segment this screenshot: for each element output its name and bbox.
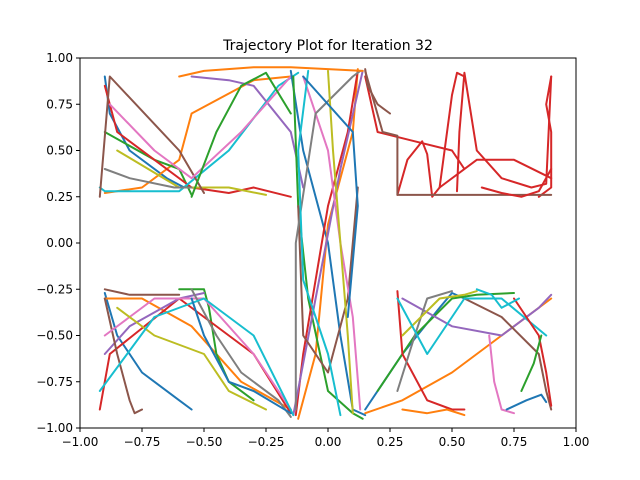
y-tick-label: 0.00 (46, 236, 73, 250)
y-tick-label: −0.25 (36, 282, 73, 296)
y-tick-label: 0.50 (46, 144, 73, 158)
trajectory-line-20 (297, 69, 342, 417)
trajectory-line-42 (103, 288, 181, 296)
trajectory-line-31 (103, 292, 193, 411)
x-tick-label: −0.50 (186, 435, 223, 449)
trajectory-line-35 (103, 292, 205, 355)
trajectory-line-2 (103, 75, 292, 194)
trajectory-line-23 (190, 71, 292, 198)
trajectory-line-57 (475, 288, 520, 309)
y-tick-label: −0.50 (36, 329, 73, 343)
trajectory-line-30 (364, 68, 391, 115)
trajectory-line-25 (396, 71, 466, 198)
series-layer (98, 66, 553, 420)
x-tick-label: −0.25 (248, 435, 285, 449)
trajectory-line-46 (396, 290, 466, 411)
trajectory-line-29 (480, 168, 553, 198)
x-tick-label: −0.75 (124, 435, 161, 449)
trajectory-line-41 (190, 297, 292, 415)
x-tick-label: 1.00 (563, 435, 590, 449)
trajectory-line-16 (297, 186, 359, 374)
y-tick-label: −1.00 (36, 421, 73, 435)
trajectory-line-5 (98, 71, 300, 193)
trajectory-line-18 (294, 69, 362, 411)
x-tick-label: 0.50 (439, 435, 466, 449)
trajectory-line-39 (116, 306, 267, 411)
trajectory-line-9 (108, 75, 292, 180)
trajectory-line-28 (364, 69, 553, 196)
y-tick-label: 0.75 (46, 97, 73, 111)
x-tick-label: 0.75 (501, 435, 528, 449)
trajectory-line-48 (463, 297, 553, 411)
trajectory-line-8 (98, 75, 205, 198)
trajectory-line-27 (537, 75, 553, 198)
y-tick-label: −0.75 (36, 375, 73, 389)
trajectory-line-13 (292, 75, 364, 420)
trajectory-line-21 (302, 75, 359, 318)
x-axis: −1.00 −0.75 −0.50 −0.25 0.00 0.25 0.50 0.75 1.00 (62, 428, 590, 449)
trajectory-line-33 (178, 288, 255, 402)
trajectory-line-54 (505, 393, 548, 411)
trajectory-line-53 (513, 297, 553, 407)
trajectory-line-51 (401, 290, 478, 337)
trajectory-line-32 (103, 297, 292, 411)
x-tick-label: −1.00 (62, 435, 99, 449)
trajectory-line-7 (190, 75, 305, 189)
chart-title: Trajectory Plot for Iteration 32 (222, 38, 433, 54)
trajectory-line-38 (190, 288, 292, 418)
x-tick-label: 0.25 (377, 435, 404, 449)
trajectory-line-56 (520, 334, 543, 392)
trajectory-line-22 (178, 66, 364, 78)
trajectory-line-11 (289, 69, 367, 417)
trajectory-line-24 (364, 75, 553, 189)
trajectory-line-15 (292, 69, 364, 417)
trajectory-line-36 (103, 297, 143, 415)
trajectory-line-19 (327, 69, 354, 415)
trajectory-line-47 (401, 293, 553, 337)
trajectory-line-6 (116, 149, 267, 196)
y-tick-label: 0.25 (46, 190, 73, 204)
y-axis: −1.00 −0.75 −0.50 −0.25 0.00 0.25 0.50 0.75 1.00 (36, 51, 80, 435)
trajectory-line-52 (396, 297, 548, 355)
y-tick-label: 1.00 (46, 51, 73, 65)
trajectory-line-10 (103, 168, 193, 189)
trajectory-line-49 (488, 334, 515, 415)
x-tick-label: 0.00 (315, 435, 342, 449)
trajectory-line-55 (401, 408, 466, 417)
trajectory-line-14 (294, 69, 359, 417)
trajectory-line-40 (98, 297, 295, 417)
